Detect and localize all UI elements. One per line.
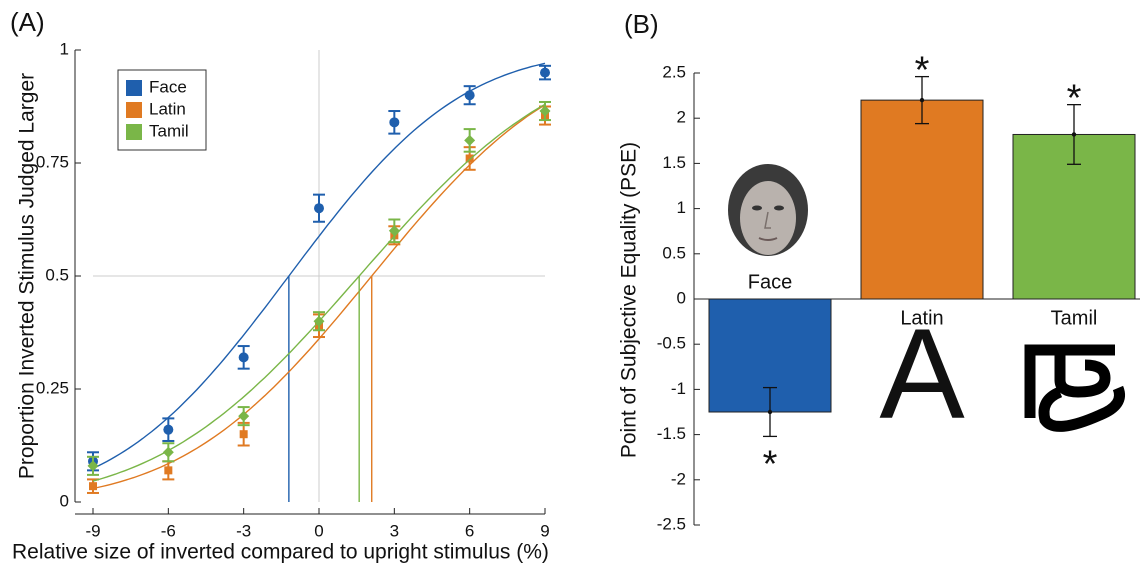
y-tick-label: 0.25 [36, 378, 69, 397]
point [238, 410, 250, 422]
category-label: Tamil [1051, 307, 1098, 329]
point [239, 430, 248, 439]
y-axis-label: Proportion Inverted Stimulus Judged Larg… [16, 73, 39, 479]
point [164, 466, 173, 475]
point [89, 482, 97, 491]
annotation: * [915, 50, 930, 92]
x-tick-label: 9 [540, 521, 549, 540]
point [388, 225, 400, 237]
x-tick-label: 3 [390, 521, 399, 540]
x-tick-label: -9 [85, 521, 100, 540]
bar [860, 99, 984, 300]
bar-center [767, 409, 773, 415]
panel-label: (B) [624, 9, 659, 39]
y-tick-label: -1 [671, 379, 686, 398]
y-tick-label: 0.5 [45, 265, 69, 284]
point [464, 134, 476, 146]
stimulus-letter: A [879, 303, 965, 446]
point [465, 154, 474, 163]
annotation: * [763, 443, 778, 485]
y-tick-label: 0 [60, 491, 69, 510]
x-tick-label: -6 [161, 521, 176, 540]
panel-label: (A) [10, 7, 45, 37]
y-tick-label: 2.5 [662, 62, 686, 81]
point [162, 446, 174, 458]
y-tick-label: 2 [677, 108, 686, 127]
point [540, 67, 550, 78]
point [238, 352, 249, 363]
tamil-glyph [1024, 344, 1125, 432]
legend-swatch [126, 124, 142, 140]
y-tick-label: -0.5 [657, 334, 686, 353]
legend-label: Tamil [149, 121, 189, 140]
x-tick-label: -3 [236, 521, 251, 540]
y-tick-label: 0.5 [662, 243, 686, 262]
y-axis-label: Point of Subjective Equality (PSE) [618, 142, 641, 458]
point [314, 203, 324, 214]
legend-label: Latin [149, 99, 186, 118]
legend-swatch [126, 102, 142, 118]
bar-center [1071, 132, 1077, 137]
point [313, 315, 325, 327]
category-label: Face [748, 271, 792, 293]
y-tick-label: 1 [60, 39, 69, 58]
point [539, 105, 551, 117]
y-tick-label: 0.75 [36, 152, 69, 171]
y-tick-label: 0 [677, 288, 686, 307]
legend-swatch [126, 80, 142, 96]
legend-label: Face [149, 77, 187, 96]
point [87, 460, 99, 472]
bar-center [919, 97, 925, 103]
point [163, 424, 174, 435]
face-image [728, 164, 808, 256]
point [389, 117, 400, 128]
y-tick-label: -2.5 [657, 514, 686, 533]
point [464, 90, 475, 101]
annotation: * [1067, 78, 1082, 120]
y-tick-label: -2 [671, 469, 686, 488]
y-tick-label: 1 [677, 198, 686, 217]
y-tick-label: -1.5 [657, 424, 686, 443]
x-tick-label: 0 [314, 521, 323, 540]
x-tick-label: 6 [465, 521, 474, 540]
y-tick-label: 1.5 [662, 153, 686, 172]
category-label: Latin [900, 307, 943, 329]
x-axis-label: Relative size of inverted compared to up… [12, 541, 549, 564]
